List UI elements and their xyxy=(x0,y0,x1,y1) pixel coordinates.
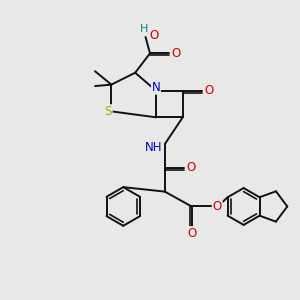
Text: NH: NH xyxy=(145,141,162,154)
Text: H: H xyxy=(140,24,148,34)
Text: O: O xyxy=(171,47,181,60)
Text: O: O xyxy=(149,29,158,42)
Text: O: O xyxy=(204,84,213,97)
Text: O: O xyxy=(187,227,196,240)
Text: O: O xyxy=(186,161,195,174)
Text: O: O xyxy=(213,200,222,213)
Text: S: S xyxy=(105,105,112,118)
Text: N: N xyxy=(152,81,160,94)
